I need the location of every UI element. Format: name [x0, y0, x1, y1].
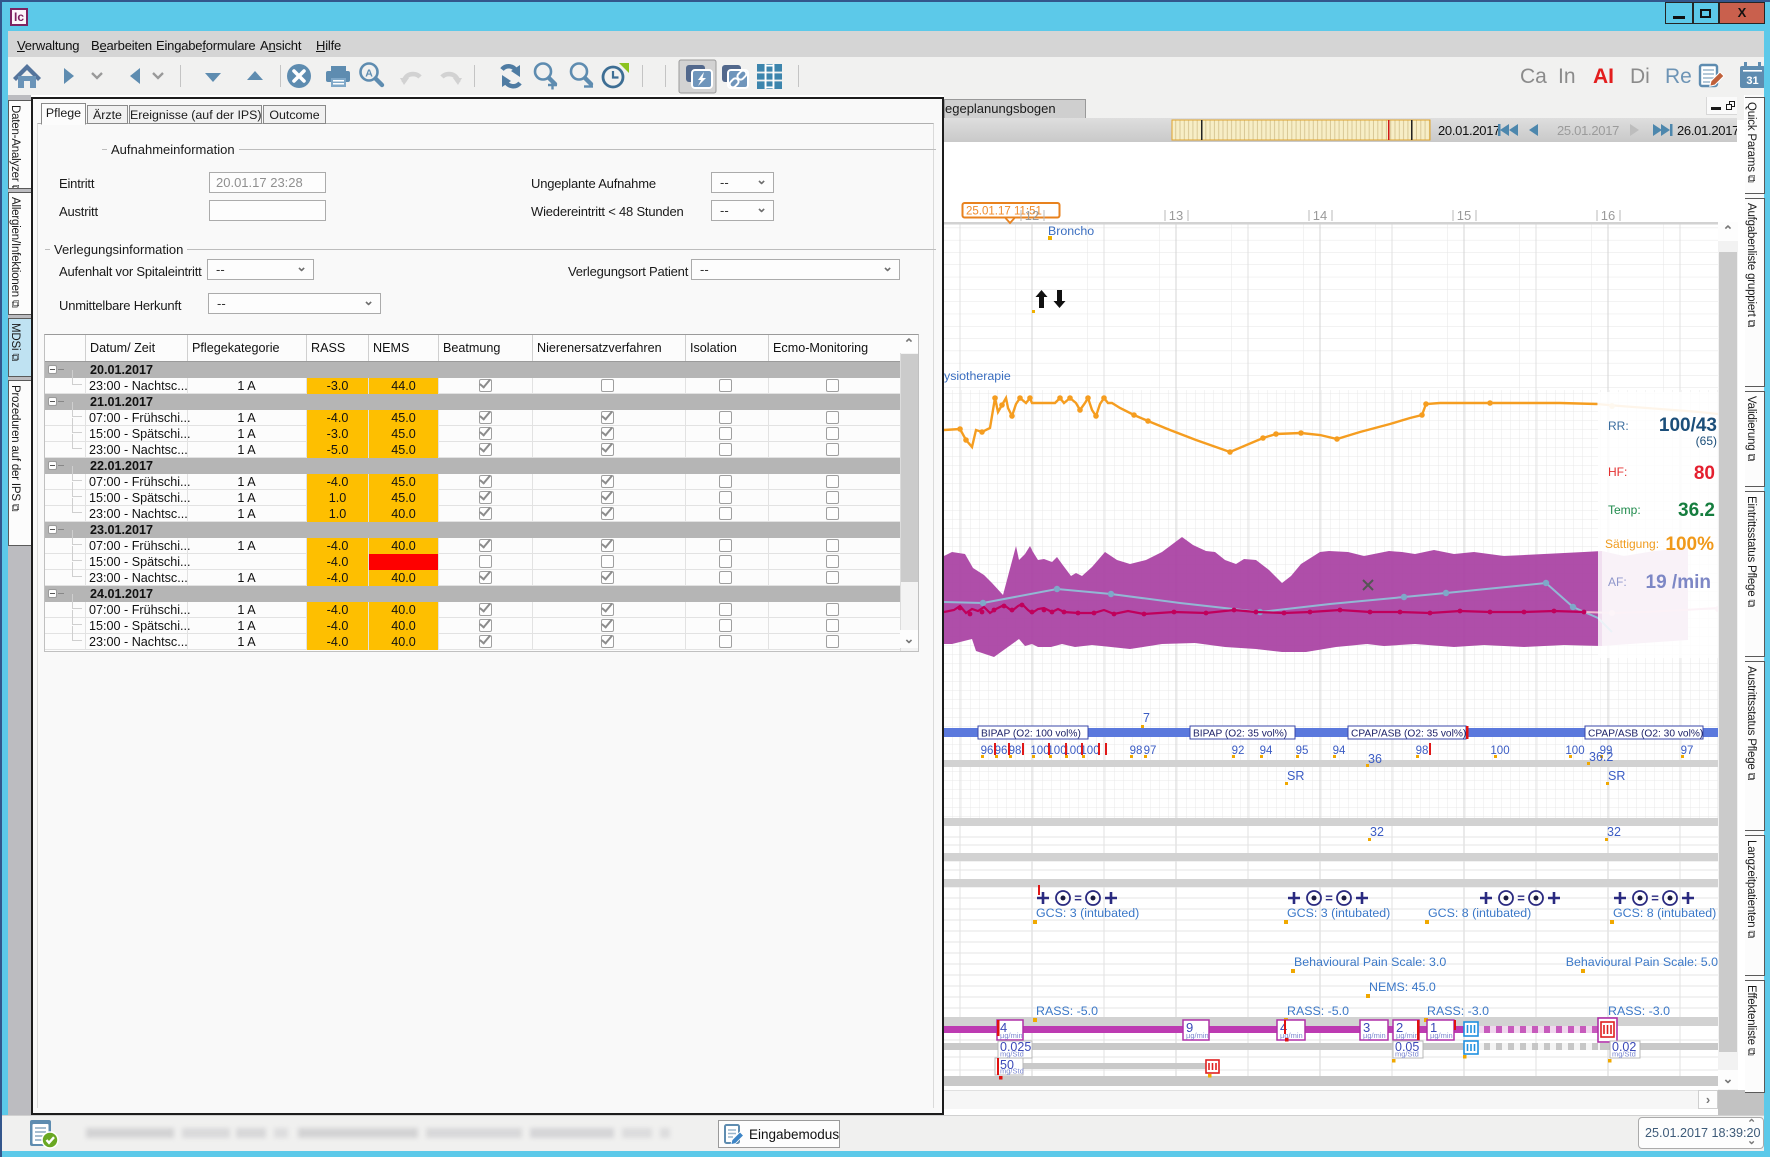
svg-text:CPAP/ASB (O2: 30 vol%): CPAP/ASB (O2: 30 vol%): [1588, 729, 1703, 740]
svg-text:95: 95: [1296, 745, 1309, 757]
svg-text:BIPAP (O2: 35 vol%): BIPAP (O2: 35 vol%): [1193, 729, 1287, 740]
svg-text:32: 32: [1607, 825, 1621, 839]
svg-text:Temp:: Temp:: [1608, 503, 1641, 517]
svg-text:50: 50: [1000, 1058, 1014, 1072]
svg-text:RASS: -5.0: RASS: -5.0: [1287, 1004, 1349, 1018]
svg-text:4: 4: [1280, 1020, 1287, 1035]
svg-text:12: 12: [1025, 208, 1039, 223]
svg-text:15: 15: [1457, 208, 1471, 223]
svg-text:GCS: 8 (intubated): GCS: 8 (intubated): [1428, 906, 1531, 920]
svg-text:32: 32: [1370, 825, 1384, 839]
svg-text:98: 98: [1009, 745, 1022, 757]
svg-text:36.2: 36.2: [1589, 750, 1613, 764]
svg-text:RASS: -3.0: RASS: -3.0: [1427, 1004, 1489, 1018]
svg-text:Behavioural Pain Scale: 3.0: Behavioural Pain Scale: 3.0: [1294, 955, 1446, 969]
svg-text:99: 99: [1600, 745, 1613, 757]
svg-text:100/43: 100/43: [1659, 415, 1717, 436]
svg-text:RASS: -3.0: RASS: -3.0: [1608, 1004, 1670, 1018]
svg-text:=: =: [1074, 891, 1082, 906]
svg-text:14: 14: [1313, 208, 1327, 223]
svg-text:100: 100: [1063, 745, 1082, 757]
svg-text:96: 96: [995, 745, 1008, 757]
svg-text:µg/min: µg/min: [1396, 1031, 1419, 1040]
svg-text:=: =: [1325, 891, 1333, 906]
svg-text:CPAP/ASB (O2: 35 vol%): CPAP/ASB (O2: 35 vol%): [1351, 729, 1466, 740]
svg-text:mg/Std: mg/Std: [1000, 1050, 1024, 1059]
svg-text:In: In: [1558, 65, 1576, 88]
svg-text:96: 96: [981, 745, 994, 757]
svg-text:3: 3: [1363, 1020, 1370, 1035]
svg-text:9: 9: [1186, 1020, 1193, 1035]
svg-text:100: 100: [1080, 745, 1099, 757]
svg-text:BIPAP (O2: 100 vol%): BIPAP (O2: 100 vol%): [981, 729, 1081, 740]
svg-text:Behavioural Pain Scale: 5.0: Behavioural Pain Scale: 5.0: [1566, 955, 1718, 969]
svg-text:GCS: 3 (intubated): GCS: 3 (intubated): [1287, 906, 1390, 920]
svg-text:20.01.2017: 20.01.2017: [1438, 123, 1500, 138]
svg-text:0.05: 0.05: [1395, 1040, 1419, 1054]
svg-text:100%: 100%: [1665, 534, 1714, 555]
svg-text:Broncho: Broncho: [1048, 224, 1094, 238]
svg-text:36.2: 36.2: [1678, 500, 1715, 521]
svg-text:98: 98: [1416, 745, 1429, 757]
svg-text:(65): (65): [1696, 434, 1717, 448]
svg-text:1: 1: [1430, 1020, 1437, 1035]
svg-text:92: 92: [1232, 745, 1245, 757]
svg-text:HF:: HF:: [1608, 465, 1627, 479]
svg-text:AF:: AF:: [1608, 575, 1627, 589]
svg-text:13: 13: [1169, 208, 1183, 223]
svg-text:GCS: 3 (intubated): GCS: 3 (intubated): [1036, 906, 1139, 920]
svg-text:Di: Di: [1630, 65, 1650, 88]
svg-text:mg/Std: mg/Std: [1395, 1050, 1419, 1059]
svg-text:RASS: -5.0: RASS: -5.0: [1036, 1004, 1098, 1018]
svg-text:97: 97: [1681, 745, 1694, 757]
svg-text:mg/Std: mg/Std: [1000, 1067, 1024, 1076]
svg-text:µg/min: µg/min: [1430, 1031, 1453, 1040]
svg-text:7: 7: [1143, 711, 1150, 725]
svg-text:mg/Std: mg/Std: [1612, 1050, 1636, 1059]
svg-text:26.01.2017: 26.01.2017: [1677, 123, 1737, 138]
svg-text:100: 100: [1565, 745, 1584, 757]
svg-text:0.025: 0.025: [1000, 1040, 1031, 1054]
svg-text:98: 98: [1130, 745, 1143, 757]
svg-text:NEMS: 45.0: NEMS: 45.0: [1369, 980, 1436, 994]
svg-text:=: =: [1651, 891, 1659, 906]
svg-text:31: 31: [1746, 75, 1758, 87]
svg-text:4: 4: [1000, 1020, 1007, 1035]
svg-text:AI: AI: [1593, 65, 1614, 88]
svg-text:SR: SR: [1608, 769, 1625, 783]
svg-text:94: 94: [1333, 745, 1346, 757]
svg-text:µg/min: µg/min: [1363, 1031, 1386, 1040]
svg-text:A: A: [365, 68, 373, 80]
svg-text:0.02: 0.02: [1612, 1040, 1636, 1054]
svg-text:97: 97: [1144, 745, 1157, 757]
svg-text:RR:: RR:: [1608, 419, 1629, 433]
svg-text:100: 100: [1030, 745, 1049, 757]
svg-text:16: 16: [1601, 208, 1615, 223]
svg-text:Re: Re: [1665, 65, 1692, 88]
svg-text:36: 36: [1368, 752, 1382, 766]
svg-text:Ca: Ca: [1520, 65, 1547, 88]
svg-text:80: 80: [1694, 463, 1715, 484]
svg-text:=: =: [1517, 891, 1525, 906]
svg-text:µg/min: µg/min: [1186, 1031, 1209, 1040]
svg-text:SR: SR: [1287, 769, 1304, 783]
svg-text:µg/min: µg/min: [1280, 1031, 1303, 1040]
svg-text:2: 2: [1396, 1020, 1403, 1035]
svg-text:µg/min: µg/min: [1000, 1031, 1023, 1040]
svg-text:100: 100: [1490, 745, 1509, 757]
svg-text:100: 100: [1047, 745, 1066, 757]
svg-text:25.01.2017: 25.01.2017: [1557, 123, 1619, 138]
svg-text:94: 94: [1260, 745, 1273, 757]
svg-text:Sättigung:: Sättigung:: [1605, 537, 1659, 551]
svg-text:19 /min: 19 /min: [1646, 572, 1711, 593]
svg-text:GCS: 8 (intubated): GCS: 8 (intubated): [1613, 906, 1716, 920]
svg-text:ysiotherapie: ysiotherapie: [944, 369, 1011, 383]
svg-text:25.01.17 11:51: 25.01.17 11:51: [966, 206, 1042, 218]
